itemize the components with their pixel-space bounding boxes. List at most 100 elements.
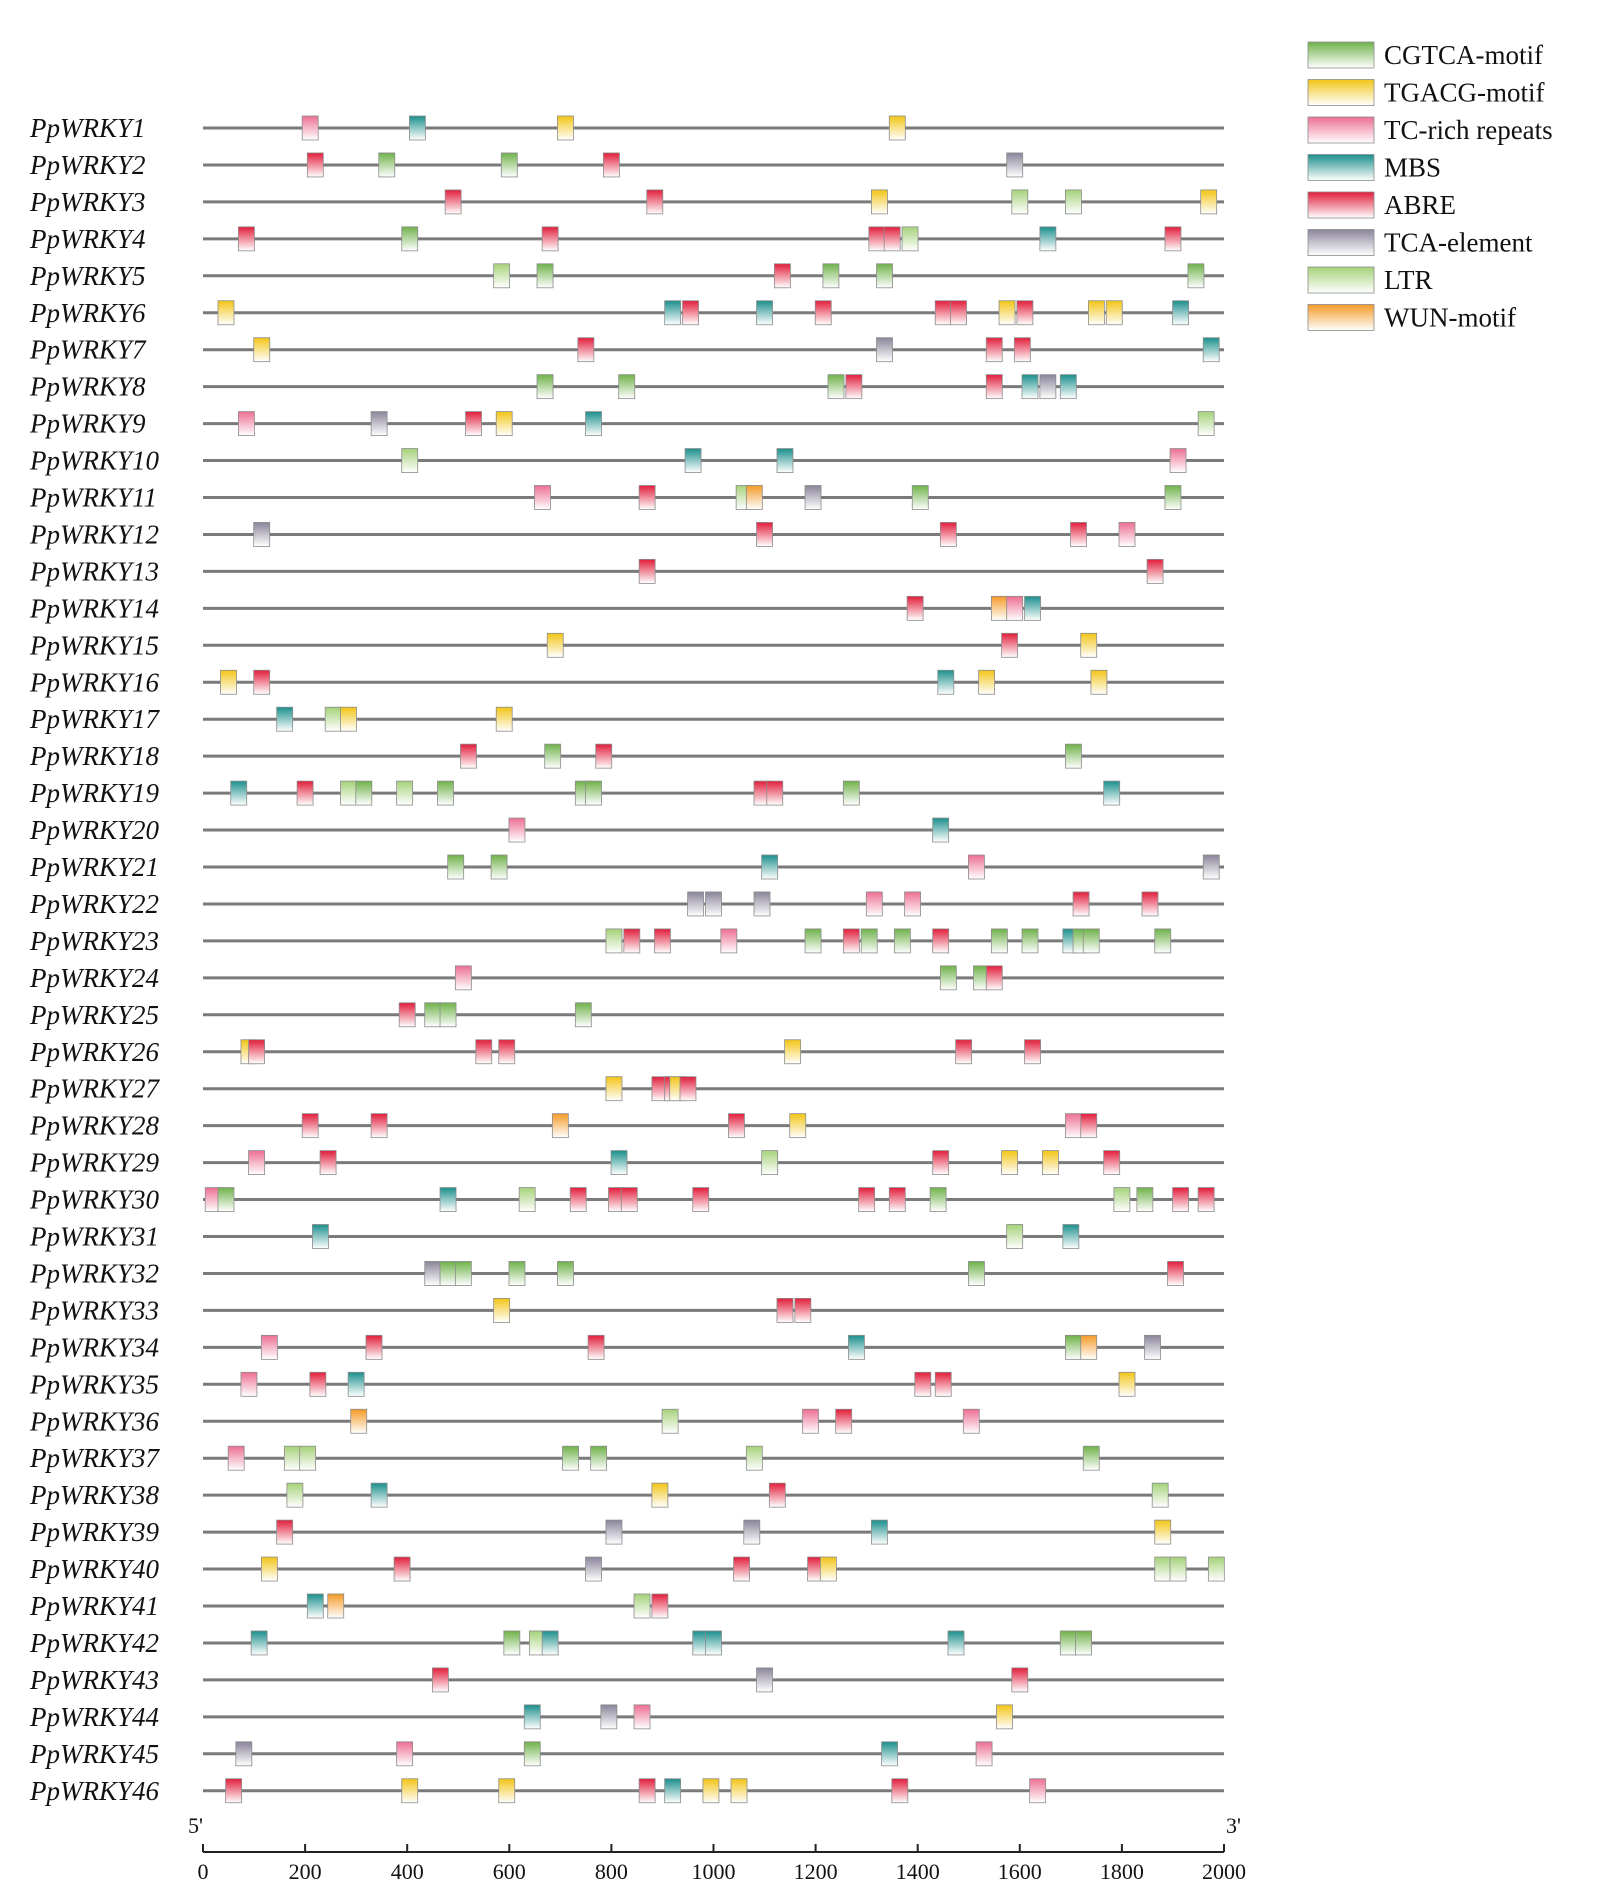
tcrich-element-box — [260, 1334, 278, 1360]
legend-label: TC-rich repeats — [1384, 115, 1553, 145]
gene-row: PpWRKY7 — [29, 335, 1224, 365]
tgacg-element-box — [495, 706, 513, 732]
axis-tick-label: 1400 — [896, 1859, 940, 1884]
tcrich-element-box — [301, 115, 319, 141]
gene-row: PpWRKY22 — [29, 889, 1224, 919]
ltr-element-box — [633, 1593, 651, 1619]
cgtca-element-box — [1082, 928, 1100, 954]
cgtca-element-box — [378, 152, 396, 178]
cgtca-element-box — [536, 374, 554, 400]
abre-element-box — [248, 1039, 266, 1065]
cgtca-element-box — [804, 928, 822, 954]
gene-row: PpWRKY14 — [29, 593, 1224, 623]
abre-element-box — [768, 1482, 786, 1508]
gene-label: PpWRKY18 — [29, 741, 160, 771]
tcrich-element-box — [865, 891, 883, 917]
abre-element-box — [1197, 1187, 1215, 1212]
legend-label: CGTCA-motif — [1384, 40, 1543, 70]
ltr-element-box — [1197, 411, 1215, 437]
tcrich-element-box — [237, 411, 255, 437]
abre-element-box — [638, 485, 656, 510]
gene-row: PpWRKY15 — [29, 630, 1224, 660]
tgacg-element-box — [605, 1076, 623, 1102]
gene-row: PpWRKY34 — [29, 1332, 1224, 1362]
gene-label: PpWRKY12 — [29, 519, 159, 549]
gene-row: PpWRKY26 — [29, 1037, 1224, 1067]
abre-element-box — [365, 1334, 383, 1360]
abre-element-box — [766, 780, 784, 806]
gene-label: PpWRKY42 — [29, 1628, 159, 1658]
axis-tick-label: 400 — [391, 1859, 424, 1884]
gene-label: PpWRKY38 — [29, 1480, 160, 1510]
gene-label: PpWRKY40 — [29, 1554, 160, 1584]
tgacg-element-box — [495, 411, 513, 437]
tca-element-box — [753, 891, 771, 917]
cgtca-element-box — [929, 1187, 947, 1212]
gene-row: PpWRKY24 — [29, 963, 1224, 993]
abre-element-box — [932, 1150, 950, 1175]
gene-row: PpWRKY35 — [29, 1369, 1224, 1399]
tgacg-element-box — [651, 1482, 669, 1508]
ltr-element-box — [1065, 189, 1082, 215]
ltr-element-box — [299, 1445, 317, 1471]
gene-label: PpWRKY10 — [29, 446, 160, 476]
tgacg-element-box — [1105, 300, 1123, 326]
mbs-element-box — [1202, 337, 1220, 363]
cgtca-element-box — [590, 1445, 608, 1471]
legend-item: ABRE — [1307, 190, 1456, 220]
ltr-element-box — [401, 448, 419, 473]
mbs-element-box — [312, 1224, 329, 1249]
abre-element-box — [1072, 891, 1090, 917]
abre-element-box — [733, 1556, 750, 1582]
cgtca-element-box — [1082, 1445, 1100, 1471]
mbs-element-box — [1103, 780, 1121, 806]
abre-element-box — [794, 1298, 812, 1323]
cgtca-element-box — [860, 928, 878, 954]
mbs-element-box — [705, 1630, 722, 1656]
gene-row: PpWRKY21 — [29, 852, 1224, 882]
tcrich-element-box — [508, 817, 526, 843]
abre-element-box — [858, 1187, 876, 1212]
cgtca-element-box — [990, 928, 1008, 954]
abre-element-box — [276, 1519, 294, 1545]
gene-row: PpWRKY8 — [29, 372, 1224, 402]
gene-row: PpWRKY18 — [29, 741, 1224, 771]
abre-element-box — [728, 1113, 745, 1139]
gene-row: PpWRKY13 — [29, 556, 1224, 586]
abre-element-box — [1146, 559, 1164, 584]
abre-element-box — [1001, 632, 1018, 658]
gene-label: PpWRKY22 — [29, 889, 159, 919]
gene-label: PpWRKY26 — [29, 1037, 160, 1067]
gene-label: PpWRKY16 — [29, 667, 160, 697]
tgacg-element-box — [1042, 1150, 1059, 1175]
cgtca-element-box — [585, 780, 602, 806]
abre-element-box — [1080, 1113, 1098, 1139]
abre-element-box — [1024, 1039, 1041, 1065]
abre-element-box — [682, 300, 699, 326]
gene-label: PpWRKY31 — [29, 1222, 159, 1252]
gene-label: PpWRKY36 — [29, 1406, 160, 1436]
tca-element-box — [235, 1741, 253, 1767]
tcrich-element-box — [633, 1704, 651, 1730]
cgtca-element-box — [401, 226, 419, 252]
mbs-element-box — [347, 1371, 365, 1397]
abre-element-box — [842, 928, 860, 954]
cgtca-element-box — [217, 1187, 235, 1212]
abre-element-box — [835, 1408, 853, 1434]
abre-element-box — [932, 928, 950, 954]
tca-element-box — [705, 891, 722, 917]
abre-element-box — [934, 300, 952, 326]
cgtca-element-box — [842, 780, 860, 806]
ltr-element-box — [901, 226, 919, 252]
gene-label: PpWRKY29 — [29, 1148, 160, 1178]
gene-label: PpWRKY15 — [29, 630, 159, 660]
mbs-element-box — [664, 300, 682, 326]
cgtca-element-box — [574, 1002, 592, 1028]
gene-row: PpWRKY38 — [29, 1480, 1224, 1510]
tgacg-element-box — [1154, 1519, 1172, 1545]
gene-label: PpWRKY2 — [29, 150, 146, 180]
tcrich-element-box — [1006, 595, 1024, 621]
cgtca-element-box — [508, 1261, 526, 1286]
legend-label: TGACG-motif — [1384, 78, 1544, 108]
abre-element-box — [1141, 891, 1159, 917]
